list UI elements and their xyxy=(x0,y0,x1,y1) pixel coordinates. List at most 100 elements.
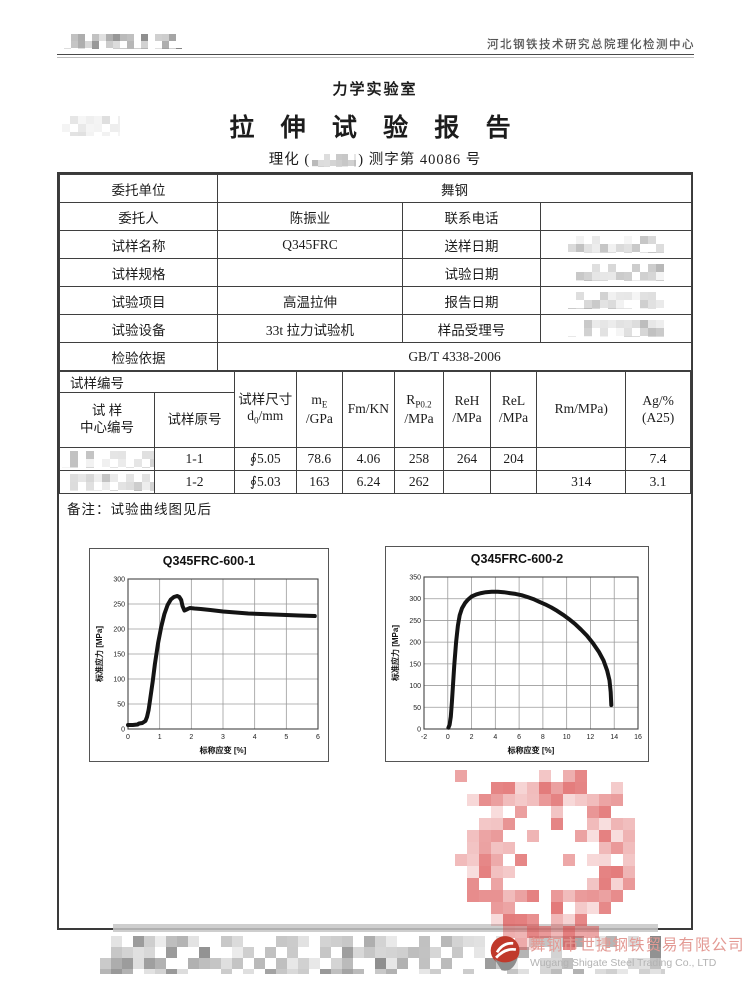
cell-value: 1-2 xyxy=(154,470,235,494)
cell-value: 3.1 xyxy=(625,470,691,494)
chart-title: Q345FRC-600-1 xyxy=(162,554,256,568)
svg-text:3: 3 xyxy=(221,734,225,741)
svg-text:标准应力 [MPa]: 标准应力 [MPa] xyxy=(94,626,104,683)
company-name-en: Wugang Shigate Steel Trading Co., LTD xyxy=(530,957,717,969)
result-row: 1-1 ∮5.05 78.6 4.06 258 264 204 7.4 xyxy=(58,447,691,471)
column-header: ReL/MPa xyxy=(489,371,538,448)
field-label: 检验依据 xyxy=(59,342,218,371)
svg-text:6: 6 xyxy=(517,734,521,741)
cell-value xyxy=(489,470,538,494)
field-label: 报告日期 xyxy=(402,286,541,315)
column-header: Rm/MPa) xyxy=(536,371,627,448)
svg-text:0: 0 xyxy=(126,734,130,741)
column-header: RP0.2/MPa xyxy=(393,371,445,448)
redacted-specimen-id xyxy=(62,473,154,491)
cell-value: 262 xyxy=(393,470,445,494)
table-row: 检验依据 GB/T 4338-2006 xyxy=(59,342,693,371)
svg-text:6: 6 xyxy=(316,734,320,741)
svg-text:14: 14 xyxy=(610,734,618,741)
svg-text:-2: -2 xyxy=(421,734,427,741)
field-label: 试样名称 xyxy=(59,230,218,259)
doc-number: 理化 () 测字第 40086 号 xyxy=(0,148,750,169)
chart-plot-area: 0 1 2 3 4 5 6 0 50 100 150 200 250 300 标称应变 [%] 标准应力 [M… xyxy=(92,573,326,759)
column-header: 试样编号 xyxy=(59,371,235,393)
svg-text:16: 16 xyxy=(634,734,642,741)
redacted-value xyxy=(568,264,665,282)
company-name-cn: 舞钢市世捷钢铁贸易有限公司 xyxy=(530,937,745,954)
svg-text:250: 250 xyxy=(113,602,125,609)
svg-text:4: 4 xyxy=(493,734,497,741)
redacted-specimen-id xyxy=(62,450,154,468)
cell-value: 7.4 xyxy=(625,447,691,471)
svg-text:250: 250 xyxy=(409,618,421,625)
field-label: 试验设备 xyxy=(59,314,218,343)
redacted-value xyxy=(568,236,665,254)
note-and-charts-area: 备注：试验曲线图见后 Q345FRC-600-1 0 1 2 3 4 5 6 0 50 100 15… xyxy=(59,494,691,893)
results-table: 试样编号 试样尺寸 d0/mm mE/GPa Fm/KN RP0.2/MPa Re… xyxy=(58,371,691,494)
svg-text:8: 8 xyxy=(541,734,545,741)
column-header: Ag/% (A25) xyxy=(625,371,691,448)
svg-text:标称应变 [%]: 标称应变 [%] xyxy=(507,745,555,755)
result-row: 1-2 ∮5.03 163 6.24 262 314 3.1 xyxy=(58,470,691,494)
svg-text:标准应力 [MPa]: 标准应力 [MPa] xyxy=(390,625,400,682)
cell-value: 314 xyxy=(536,470,627,494)
svg-text:100: 100 xyxy=(113,677,125,684)
company-name-block: 舞钢市世捷钢铁贸易有限公司 Wugang Shigate Steel Tradi… xyxy=(530,933,745,969)
field-label: 试验项目 xyxy=(59,286,218,315)
svg-text:50: 50 xyxy=(117,702,125,709)
cell-value: 258 xyxy=(393,447,445,471)
field-value: Q345FRC xyxy=(217,230,403,259)
cell-value xyxy=(536,447,627,471)
info-table: 委托单位 舞钢 委托人 陈振业 联系电话 试样名称 Q345FRC 送样日期 试… xyxy=(59,174,693,371)
specimen-center-id xyxy=(58,470,156,494)
redacted-doc-number-part xyxy=(312,154,357,168)
svg-text:2: 2 xyxy=(470,734,474,741)
field-value: 陈振业 xyxy=(217,202,403,231)
field-label: 样品受理号 xyxy=(402,314,541,343)
cell-value: 204 xyxy=(489,447,538,471)
column-header: mE/GPa xyxy=(295,371,344,448)
svg-text:300: 300 xyxy=(409,596,421,603)
specimen-center-id xyxy=(58,447,156,471)
company-logo-icon xyxy=(490,936,520,971)
table-row: 试样名称 Q345FRC 送样日期 xyxy=(59,230,693,259)
field-label: 联系电话 xyxy=(402,202,541,231)
column-header: ReH/MPa xyxy=(443,371,491,448)
column-header: 试样尺寸 d0/mm xyxy=(233,371,297,448)
svg-text:2: 2 xyxy=(189,734,193,741)
cell-value: ∮5.05 xyxy=(233,447,297,471)
svg-text:0: 0 xyxy=(446,734,450,741)
doc-number-prefix: 理化 ( xyxy=(268,152,311,168)
svg-text:300: 300 xyxy=(113,577,125,584)
cell-value: ∮5.03 xyxy=(233,470,297,494)
column-header: Fm/KN xyxy=(342,371,395,448)
table-row: 试验项目 高温拉伸 报告日期 xyxy=(59,286,693,315)
lab-name: 力学实验室 xyxy=(332,82,418,98)
report-title: 拉 伸 试 验 报 告 xyxy=(229,115,521,142)
redacted-footer-text xyxy=(100,936,665,974)
field-value: 33t 拉力试验机 xyxy=(217,314,403,343)
svg-text:4: 4 xyxy=(253,734,257,741)
field-value: GB/T 4338-2006 xyxy=(216,342,693,371)
svg-text:350: 350 xyxy=(409,575,421,582)
cell-value: 78.6 xyxy=(295,447,344,471)
column-header: 试 样中心编号 xyxy=(58,392,156,448)
cell-value: 4.06 xyxy=(342,447,395,471)
field-label: 送样日期 xyxy=(402,230,541,259)
table-row: 试验设备 33t 拉力试验机 样品受理号 xyxy=(59,314,693,343)
redacted-value xyxy=(568,292,665,310)
cell-value xyxy=(443,470,491,494)
field-value: 舞钢 xyxy=(216,174,693,203)
svg-text:200: 200 xyxy=(409,640,421,647)
field-label: 试验日期 xyxy=(402,258,541,287)
cell-value: 163 xyxy=(295,470,344,494)
field-label: 试样规格 xyxy=(59,258,218,287)
column-header: 试样原号 xyxy=(154,392,235,448)
svg-text:150: 150 xyxy=(113,652,125,659)
tensile-curve-chart-1: Q345FRC-600-1 0 1 2 3 4 5 6 0 50 100 150 200 250 300 标… xyxy=(89,548,329,762)
svg-text:150: 150 xyxy=(409,661,421,668)
org-name: 河北钢铁技术研究总院理化检测中心 xyxy=(487,39,695,51)
redacted-header-left xyxy=(64,34,182,49)
cell-value: 264 xyxy=(443,447,491,471)
cell-value: 6.24 xyxy=(342,470,395,494)
